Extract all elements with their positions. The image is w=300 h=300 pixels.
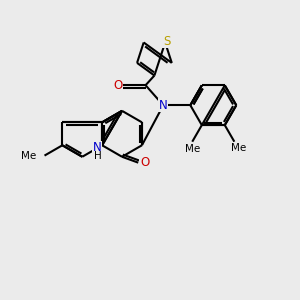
- Text: O: O: [113, 79, 122, 92]
- Text: Me: Me: [231, 142, 246, 153]
- Text: Me: Me: [184, 144, 200, 154]
- Text: N: N: [159, 99, 168, 112]
- Text: S: S: [163, 34, 170, 47]
- Text: O: O: [140, 156, 149, 169]
- Text: H: H: [94, 152, 102, 161]
- Text: Me: Me: [21, 151, 36, 160]
- Text: N: N: [92, 141, 101, 154]
